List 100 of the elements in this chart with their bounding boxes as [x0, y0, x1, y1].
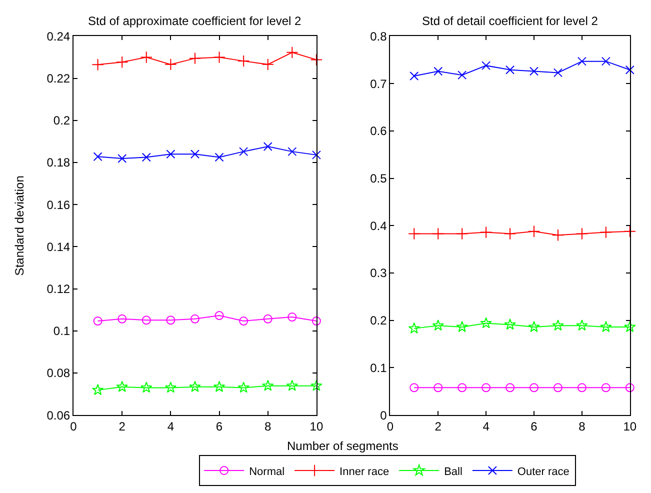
point [312, 316, 321, 326]
y-tick-label: 0.1 [370, 360, 388, 375]
point [506, 65, 515, 74]
y-axis-title: Standard deviation [12, 176, 26, 276]
x-tick-label: 2 [118, 420, 126, 434]
point [164, 382, 177, 393]
y-tick-label: 0.18 [46, 156, 70, 170]
x-tick-label: 8 [578, 420, 586, 434]
point [577, 383, 586, 392]
point [263, 142, 272, 152]
point [164, 58, 177, 71]
y-tick-label: 0.8 [370, 29, 388, 44]
y-tick-label: 0.24 [46, 29, 70, 44]
point [506, 383, 515, 392]
point [600, 320, 612, 332]
point [624, 225, 636, 238]
point [432, 320, 444, 331]
y-tick-label: 0 [380, 408, 388, 422]
point [237, 54, 250, 68]
point [214, 311, 224, 320]
point [140, 382, 152, 393]
point [116, 380, 128, 392]
point [93, 316, 102, 326]
point [190, 314, 200, 324]
point [480, 317, 492, 328]
point [188, 52, 202, 64]
point [576, 228, 588, 240]
point [116, 56, 128, 68]
point [480, 226, 492, 238]
point [458, 70, 467, 80]
point [434, 66, 443, 76]
point [239, 316, 248, 326]
y-tick-label: 0.5 [370, 172, 388, 186]
x-tick-label: 6 [216, 420, 223, 434]
y-tick-label: 0.6 [370, 124, 388, 138]
x-tick-label: 2 [434, 420, 442, 434]
point [528, 225, 540, 238]
y-tick-label: 0.16 [46, 198, 70, 212]
point [142, 152, 151, 162]
point [286, 380, 298, 391]
point [213, 51, 226, 64]
point [189, 380, 201, 392]
point [310, 54, 323, 66]
point [93, 152, 102, 162]
x-tick-label: 8 [264, 420, 272, 434]
x-tick-label: 4 [482, 420, 490, 434]
point [552, 229, 564, 242]
point [625, 65, 634, 74]
point [553, 383, 562, 392]
point [601, 383, 610, 392]
point [166, 150, 176, 159]
point [239, 147, 248, 156]
point [408, 228, 420, 240]
chart-title: Std of detail coefficient for level 2 [422, 14, 598, 28]
point [262, 58, 274, 71]
point [553, 68, 562, 78]
point [432, 228, 444, 240]
point [140, 51, 152, 64]
y-tick-label: 0.08 [46, 366, 70, 380]
point [434, 383, 443, 392]
point [482, 383, 491, 392]
point [577, 56, 586, 66]
point [238, 382, 250, 393]
y-tick-label: 0.3 [370, 266, 388, 280]
point [166, 316, 176, 325]
point [288, 312, 297, 322]
point [482, 61, 491, 70]
y-tick-label: 0.06 [46, 408, 70, 422]
point [600, 226, 612, 238]
point [288, 147, 297, 156]
point [456, 228, 468, 240]
y-tick-label: 0.1 [53, 324, 70, 338]
x-axis-title: Number of segments [287, 439, 398, 453]
x-tick-label: 10 [310, 420, 324, 434]
y-tick-label: 0.2 [53, 114, 70, 128]
point [92, 384, 104, 396]
point [118, 314, 127, 324]
point [504, 318, 516, 330]
legend-label: Inner race [340, 466, 390, 478]
point [310, 380, 322, 391]
legend-label: Outer race [517, 466, 570, 478]
x-tick-label: 4 [167, 420, 174, 434]
point [190, 150, 200, 159]
point [410, 383, 419, 392]
y-tick-label: 0.4 [370, 218, 388, 233]
point [262, 380, 274, 391]
point [312, 150, 321, 160]
y-tick-label: 0.12 [46, 282, 70, 296]
point [92, 58, 104, 71]
y-tick-label: 0.14 [46, 240, 70, 254]
x-tick-label: 10 [623, 420, 637, 434]
point [576, 320, 588, 331]
point [530, 66, 539, 76]
point [142, 316, 151, 325]
y-tick-label: 0.2 [370, 314, 388, 328]
legend-label: Normal [249, 466, 285, 478]
point [410, 72, 419, 80]
point [458, 383, 467, 392]
point [214, 152, 224, 162]
point [286, 46, 298, 59]
